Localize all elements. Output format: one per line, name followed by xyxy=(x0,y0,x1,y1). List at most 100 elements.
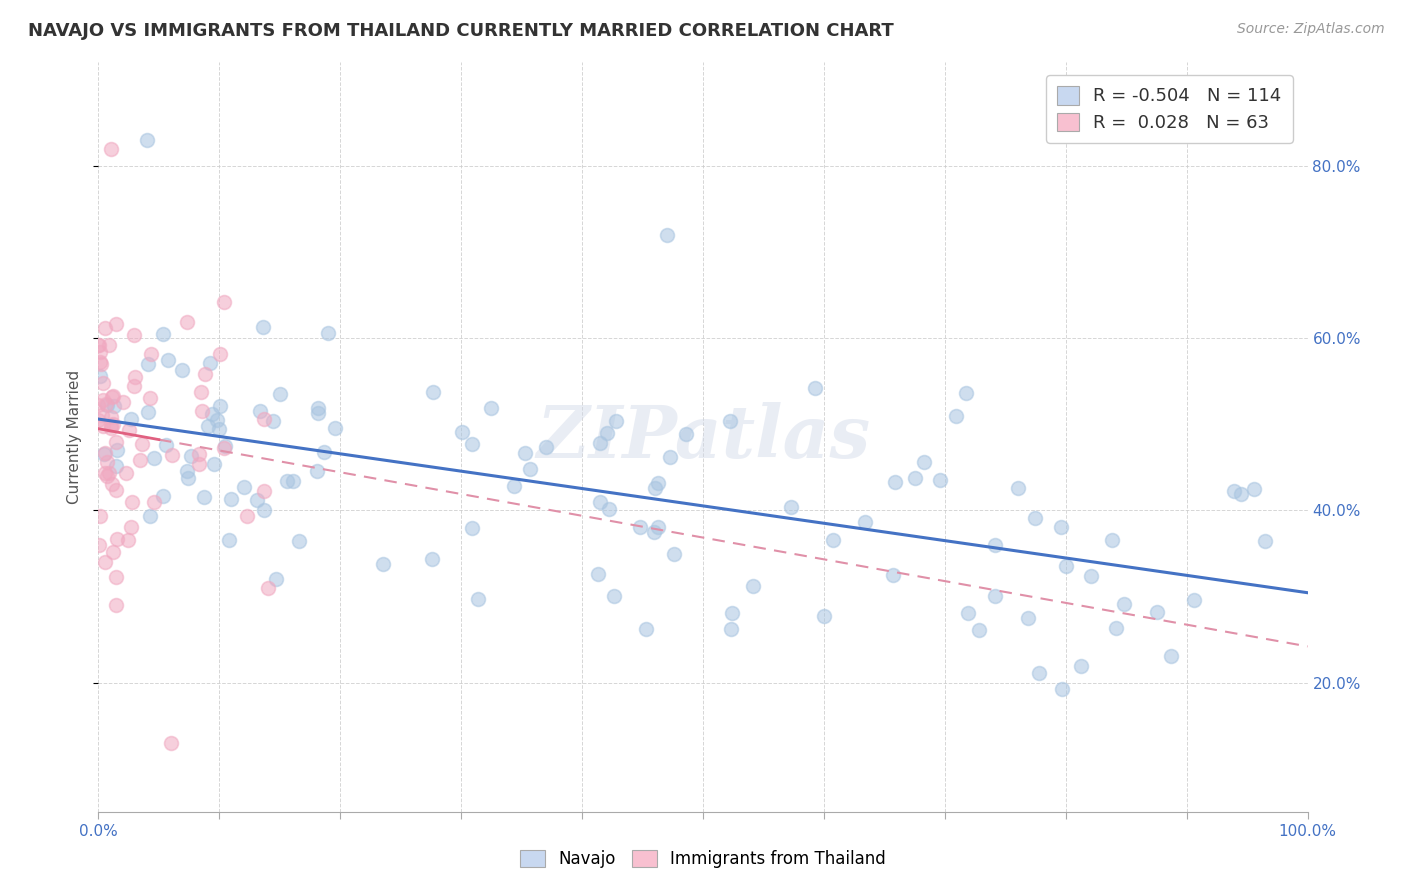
Point xyxy=(101,389,124,403)
Text: ZIPatlas: ZIPatlas xyxy=(536,401,870,473)
Point xyxy=(105,532,128,546)
Point xyxy=(305,464,328,478)
Point xyxy=(152,490,174,504)
Point xyxy=(100,142,122,156)
Point xyxy=(266,572,288,586)
Point xyxy=(117,533,139,548)
Point xyxy=(200,407,222,421)
Y-axis label: Currently Married: Currently Married xyxy=(67,370,83,504)
Point xyxy=(97,466,120,480)
Point xyxy=(1050,520,1073,534)
Point xyxy=(1254,533,1277,548)
Point xyxy=(91,419,114,434)
Point xyxy=(983,589,1005,603)
Point xyxy=(91,376,114,390)
Point xyxy=(253,411,276,425)
Point xyxy=(89,345,111,359)
Point xyxy=(256,581,278,595)
Point xyxy=(121,495,143,509)
Point xyxy=(945,409,967,423)
Point xyxy=(502,479,524,493)
Point xyxy=(87,538,110,552)
Point xyxy=(1105,621,1128,635)
Point xyxy=(882,568,904,582)
Point xyxy=(87,399,110,413)
Point xyxy=(103,417,125,431)
Point xyxy=(139,508,162,523)
Point xyxy=(100,409,122,424)
Point xyxy=(371,557,394,571)
Point xyxy=(884,475,907,490)
Point xyxy=(903,471,925,485)
Point xyxy=(855,515,877,529)
Point xyxy=(450,425,472,439)
Point xyxy=(105,598,128,612)
Point xyxy=(813,609,835,624)
Point xyxy=(1243,482,1265,496)
Point xyxy=(246,493,269,508)
Point xyxy=(253,483,276,498)
Point xyxy=(536,441,558,455)
Point xyxy=(194,367,217,381)
Point xyxy=(1054,559,1077,574)
Point xyxy=(957,606,980,620)
Point xyxy=(180,449,202,463)
Point xyxy=(249,404,271,418)
Point xyxy=(929,473,952,487)
Point xyxy=(984,538,1007,552)
Point xyxy=(1070,659,1092,673)
Point xyxy=(104,483,127,498)
Point xyxy=(1230,487,1253,501)
Point xyxy=(100,417,122,432)
Point xyxy=(124,379,146,393)
Point xyxy=(114,467,136,481)
Point xyxy=(420,552,443,566)
Point xyxy=(236,509,259,524)
Point xyxy=(647,475,669,490)
Point xyxy=(232,480,254,494)
Point xyxy=(218,533,240,548)
Point xyxy=(1080,569,1102,583)
Text: NAVAJO VS IMMIGRANTS FROM THAILAND CURRENTLY MARRIED CORRELATION CHART: NAVAJO VS IMMIGRANTS FROM THAILAND CURRE… xyxy=(28,22,894,40)
Point xyxy=(253,503,276,517)
Point xyxy=(1024,510,1046,524)
Point xyxy=(219,492,242,507)
Point xyxy=(519,462,541,476)
Point xyxy=(742,579,765,593)
Point xyxy=(634,622,657,636)
Point xyxy=(595,426,617,441)
Text: Source: ZipAtlas.com: Source: ZipAtlas.com xyxy=(1237,22,1385,37)
Point xyxy=(122,328,145,343)
Point xyxy=(212,441,235,455)
Point xyxy=(188,457,211,471)
Point xyxy=(647,519,669,533)
Point xyxy=(287,534,309,549)
Point xyxy=(479,401,502,416)
Point xyxy=(281,474,304,488)
Point xyxy=(197,418,219,433)
Point xyxy=(1017,610,1039,624)
Point xyxy=(124,370,146,384)
Point xyxy=(172,363,194,377)
Point xyxy=(120,520,142,534)
Point xyxy=(214,439,236,453)
Point xyxy=(103,399,125,413)
Point xyxy=(191,404,214,418)
Point xyxy=(131,437,153,451)
Point xyxy=(176,315,198,329)
Point xyxy=(589,495,612,509)
Point xyxy=(212,294,235,309)
Point xyxy=(252,319,274,334)
Point xyxy=(103,544,125,558)
Legend: Navajo, Immigrants from Thailand: Navajo, Immigrants from Thailand xyxy=(513,843,893,875)
Point xyxy=(515,446,537,460)
Point xyxy=(157,353,180,368)
Point xyxy=(193,491,215,505)
Point xyxy=(91,408,114,422)
Point xyxy=(198,356,221,370)
Point xyxy=(136,404,159,418)
Point xyxy=(89,369,111,384)
Point xyxy=(176,464,198,478)
Point xyxy=(155,437,177,451)
Legend: R = -0.504   N = 114, R =  0.028   N = 63: R = -0.504 N = 114, R = 0.028 N = 63 xyxy=(1046,75,1292,143)
